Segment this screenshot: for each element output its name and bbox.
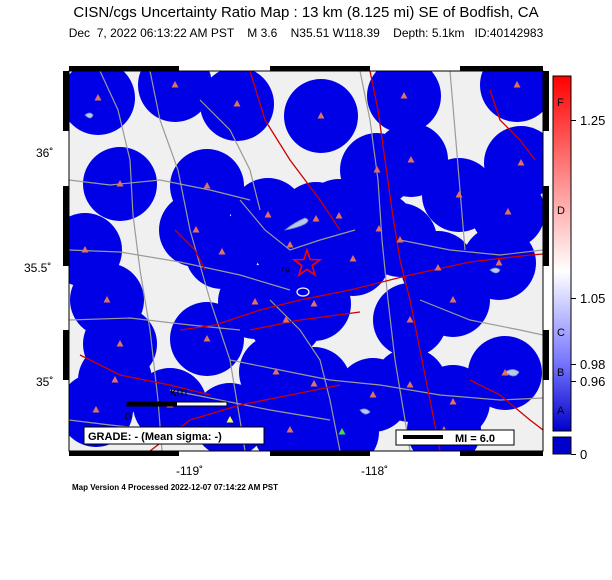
event-depth: Depth: 5.1km — [393, 26, 465, 40]
station-marker — [517, 159, 525, 166]
grade-letter-f: F — [557, 97, 564, 109]
station-marker — [449, 296, 457, 303]
contour-label: 2 — [280, 265, 292, 274]
station-marker — [349, 255, 357, 262]
coverage-circle — [69, 71, 135, 135]
coverage-circle — [484, 126, 543, 200]
colorbar-value-1-05: 1.05 — [580, 291, 605, 306]
grade-letter-c: C — [557, 327, 565, 339]
lat-label-36: 36˚ — [36, 146, 53, 160]
station-marker — [203, 335, 211, 342]
faults — [79, 71, 543, 451]
event-magnitude: M 3.6 — [247, 26, 278, 40]
station-marker — [310, 380, 318, 387]
station-marker — [400, 92, 408, 99]
station-marker — [103, 296, 111, 303]
lon-label-118: -118˚ — [361, 464, 388, 478]
grade-letter-b: B — [557, 367, 564, 379]
station-marker — [251, 298, 259, 305]
event-id: ID:40142983 — [474, 26, 544, 40]
lon-axis-labels: -119˚ -118˚ — [176, 464, 388, 478]
coverage-circle — [138, 71, 212, 122]
event-date: Dec 7, 2022 06:13:22 AM PST — [68, 26, 234, 40]
coverage-circle — [367, 71, 441, 133]
station-marker — [94, 94, 102, 101]
station-marker — [373, 166, 381, 173]
station-marker — [513, 81, 521, 88]
mi-legend-text: MI = 6.0 — [455, 433, 495, 445]
station-marker — [171, 81, 179, 88]
station-marker — [406, 316, 414, 323]
grade-box: GRADE: - (Mean sigma: -) — [83, 426, 265, 445]
lat-label-35: 35˚ — [36, 375, 53, 389]
colorbar-value-1-25: 1.25 — [580, 113, 605, 128]
coverage-circle — [305, 395, 379, 451]
station-marker — [310, 300, 318, 307]
station-marker — [449, 398, 457, 405]
station-marker — [286, 241, 294, 248]
roads — [69, 71, 543, 451]
station-marker — [369, 391, 377, 398]
colorbar-value-0-96: 0.96 — [580, 374, 605, 389]
station-marker — [116, 340, 124, 347]
grade-letter-d: D — [557, 205, 565, 217]
lon-label-119: -119˚ — [176, 464, 203, 478]
station-marker — [286, 426, 294, 433]
station-marker — [81, 246, 89, 253]
station-marker — [396, 236, 404, 243]
station-marker — [116, 180, 124, 187]
intensity-contour — [296, 287, 310, 297]
station-marker — [407, 156, 415, 163]
station-marker — [192, 226, 200, 233]
station-marker — [504, 208, 512, 215]
station-marker — [335, 212, 343, 219]
station-marker — [111, 376, 119, 383]
station-marker — [338, 428, 346, 435]
station-marker — [218, 248, 226, 255]
station-marker — [406, 381, 414, 388]
colorbar: F D C B A 1.25 1.05 0.98 0.96 0 — [552, 75, 605, 462]
mi-legend: MI = 6.0 — [395, 429, 515, 446]
station-marker — [495, 259, 503, 266]
station-marker — [272, 368, 280, 375]
scale-label: km — [170, 384, 187, 399]
event-location: N35.51 W118.39 — [290, 26, 380, 40]
colorbar-value-0-98: 0.98 — [580, 357, 605, 372]
station-marker — [455, 191, 463, 198]
scale-bar: km 0 — [125, 384, 228, 423]
grade-letter-a: A — [557, 405, 565, 417]
grade-text: GRADE: - (Mean sigma: -) — [88, 431, 222, 443]
station-marker — [312, 215, 320, 222]
station-marker — [317, 112, 325, 119]
station-marker — [233, 100, 241, 107]
station-marker — [375, 225, 383, 232]
station-marker — [92, 406, 100, 413]
epicenter-star — [291, 247, 323, 278]
water-bodies — [84, 112, 520, 415]
station-marker — [226, 416, 234, 423]
scale-zero: 0 — [125, 411, 131, 423]
processing-info: Map Version 4 Processed 2022-12-07 07:14… — [72, 483, 279, 492]
station-marker — [434, 264, 442, 271]
station-marker — [282, 316, 290, 323]
colorbar-value-0: 0 — [580, 447, 587, 462]
event-info: Dec 7, 2022 06:13:22 AM PST M 3.6 N35.51… — [0, 26, 612, 40]
station-marker — [264, 211, 272, 218]
lat-axis-labels: 36˚ 35.5˚ 35˚ — [24, 146, 53, 389]
lat-label-35-5: 35.5˚ — [24, 261, 51, 275]
map-title: CISN/cgs Uncertainty Ratio Map : 13 km (… — [73, 4, 539, 21]
stations — [81, 81, 525, 435]
station-marker — [203, 182, 211, 189]
station-marker — [501, 369, 509, 376]
map-frame — [63, 66, 549, 456]
